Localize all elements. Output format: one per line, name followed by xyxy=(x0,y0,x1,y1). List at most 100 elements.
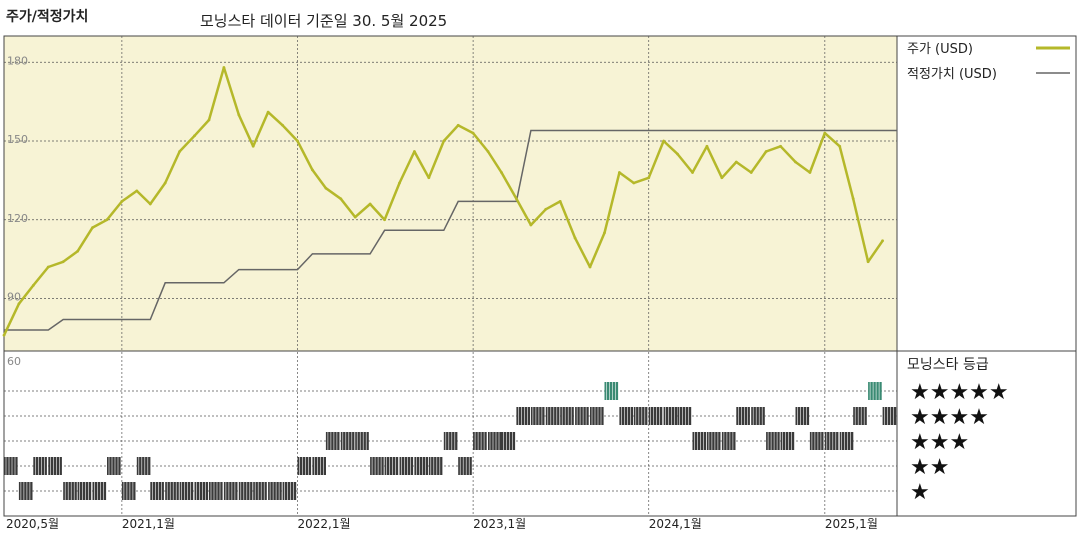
rating-bar xyxy=(33,457,47,475)
x-tick-label: 2022,1월 xyxy=(297,517,350,531)
rating-bar xyxy=(384,457,399,475)
rating-bar xyxy=(619,407,633,425)
price-point xyxy=(632,181,636,185)
rating-bar xyxy=(516,407,530,425)
y-tick-label: 90 xyxy=(7,291,21,304)
fair-value-line xyxy=(4,129,897,331)
x-tick-label: 2021,1월 xyxy=(122,517,175,531)
price-point xyxy=(281,123,284,127)
rating-bar xyxy=(209,482,223,500)
rating-bar xyxy=(399,457,414,475)
price-point xyxy=(881,239,884,243)
price-point xyxy=(647,176,651,180)
rating-bar xyxy=(18,482,33,500)
rating-bar xyxy=(530,407,545,425)
rating-bar xyxy=(458,457,472,475)
legend-panel xyxy=(896,35,1077,517)
price-point xyxy=(311,168,314,172)
y-tick-label: 150 xyxy=(7,133,28,146)
price-point xyxy=(500,171,503,174)
price-point xyxy=(676,152,679,156)
price-point xyxy=(573,236,577,240)
price-point xyxy=(851,197,855,201)
price-point xyxy=(135,189,139,193)
price-point xyxy=(193,134,196,138)
price-point xyxy=(222,66,226,69)
price-point xyxy=(734,160,738,164)
rating-bar xyxy=(795,407,810,425)
price-point xyxy=(456,123,460,127)
price-point xyxy=(544,207,548,211)
price-point xyxy=(442,139,446,143)
price-point xyxy=(529,223,533,227)
price-point xyxy=(324,186,328,190)
price-point xyxy=(398,181,401,185)
rating-bar xyxy=(414,457,428,475)
rating-bar xyxy=(48,457,62,475)
legend-fair-value-label: 적정가치 (USD) xyxy=(907,67,997,82)
rating-bar xyxy=(736,407,750,425)
price-point xyxy=(720,176,724,180)
price-point xyxy=(603,231,606,235)
rating-bar xyxy=(648,407,663,425)
rating-bar xyxy=(268,482,282,500)
rating-bar xyxy=(780,432,795,450)
price-point xyxy=(46,265,50,269)
chart-subtitle: 모닝스타 데이터 기준일 30. 5월 2025 xyxy=(200,12,448,30)
x-tick-label: 2024,1월 xyxy=(649,517,702,531)
rating-bar xyxy=(194,482,209,500)
price-point xyxy=(237,113,241,117)
price-point xyxy=(764,150,768,153)
price-point xyxy=(105,218,109,222)
lower-y-label: 60 xyxy=(7,355,21,368)
rating-bar xyxy=(150,482,164,500)
rating-bar xyxy=(663,407,678,425)
rating-bar xyxy=(824,432,839,450)
rating-bar xyxy=(575,407,589,425)
rating-bar xyxy=(839,432,854,450)
legend-price-label: 주가 (USD) xyxy=(907,42,973,57)
rating-bar xyxy=(282,482,297,500)
rating-row-label: ★ xyxy=(910,480,930,505)
rating-bar xyxy=(107,457,121,475)
price-point xyxy=(91,226,94,230)
rating-bar xyxy=(253,482,267,500)
price-point xyxy=(558,199,562,203)
price-point xyxy=(471,131,475,135)
x-tick-label: 2023,1월 xyxy=(473,517,526,531)
price-point xyxy=(339,197,343,201)
rating-bar xyxy=(92,482,107,500)
price-point xyxy=(866,260,870,264)
rating-bar xyxy=(370,457,384,475)
price-point xyxy=(31,283,35,287)
rating-bar xyxy=(179,482,194,500)
rating-bar xyxy=(560,407,574,425)
rating-bar xyxy=(590,407,604,425)
rating-bar xyxy=(692,432,707,450)
rating-bar xyxy=(312,457,326,475)
price-point xyxy=(427,176,431,180)
price-point xyxy=(296,139,299,143)
price-point xyxy=(61,260,65,264)
rating-bar xyxy=(488,432,502,450)
price-point xyxy=(383,218,386,222)
rating-bar xyxy=(340,432,355,450)
price-point xyxy=(662,139,666,143)
price-point xyxy=(823,131,827,135)
price-point xyxy=(163,181,167,185)
rating-bar xyxy=(325,432,340,450)
rating-bar xyxy=(501,432,516,450)
price-point xyxy=(486,150,490,153)
price-point xyxy=(794,160,797,164)
price-point xyxy=(353,215,357,219)
price-point xyxy=(266,110,270,114)
price-point xyxy=(515,197,518,201)
price-point xyxy=(808,171,812,174)
rating-row-label: ★★★★★ xyxy=(910,380,1009,405)
y-tick-label: 180 xyxy=(7,54,28,67)
price-point xyxy=(148,202,152,206)
price-point xyxy=(617,171,621,174)
price-point xyxy=(2,333,6,337)
rating-row-label: ★★ xyxy=(910,455,949,480)
rating-bar xyxy=(238,482,253,500)
